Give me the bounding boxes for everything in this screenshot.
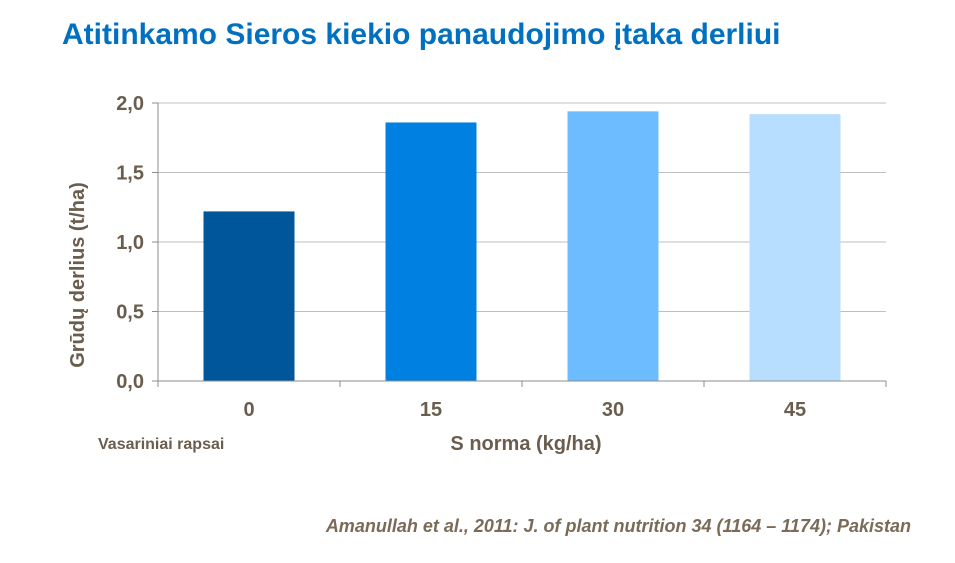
x-tick-label: 0 (243, 399, 254, 421)
crop-label: Vasariniai rapsai (98, 436, 225, 453)
x-tick-labels: 0 15 30 45 (243, 399, 806, 421)
x-tick-label: 30 (602, 399, 624, 421)
y-tick-label: 0,5 (116, 302, 144, 324)
x-tick-label: 45 (784, 399, 806, 421)
chart-title: Atitinkamo Sieros kiekio panaudojimo įta… (62, 18, 781, 51)
source-citation: Amanullah et al., 2011: J. of plant nutr… (325, 516, 911, 536)
x-tick-label: 15 (420, 399, 442, 421)
bar-15 (385, 122, 477, 382)
y-axis-label: Grūdų derlius (t/ha) (67, 182, 89, 368)
y-tick-label: 1,5 (116, 163, 144, 185)
bar-30 (567, 111, 659, 381)
axes (152, 102, 887, 387)
y-tick-label: 2,0 (116, 93, 144, 115)
y-tick-label: 1,0 (116, 232, 144, 254)
x-axis-label: S norma (kg/ha) (450, 433, 601, 455)
bars (203, 111, 841, 382)
y-tick-label: 0,0 (116, 371, 144, 393)
y-tick-labels: 0,0 0,5 1,0 1,5 2,0 (116, 93, 144, 393)
bar-45 (749, 114, 841, 382)
bar-0 (203, 211, 295, 381)
